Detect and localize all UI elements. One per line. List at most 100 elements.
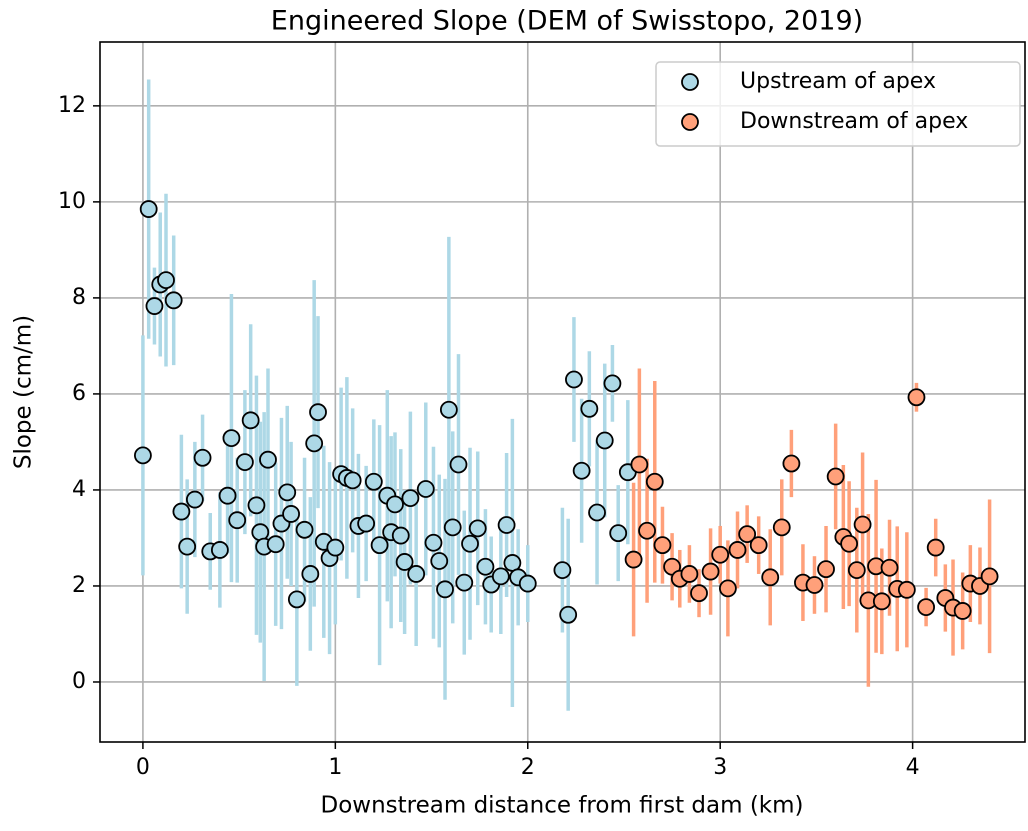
point — [603, 374, 622, 393]
point — [395, 553, 414, 571]
point — [416, 480, 435, 498]
point — [357, 514, 376, 533]
point — [595, 431, 614, 450]
point — [193, 448, 212, 467]
point — [247, 496, 266, 515]
point — [580, 399, 599, 418]
point — [178, 537, 197, 556]
x-tick-label: 3 — [713, 755, 727, 780]
point — [553, 561, 572, 580]
x-tick-label: 0 — [136, 755, 150, 780]
point — [287, 590, 306, 609]
point — [772, 518, 791, 537]
point — [953, 602, 972, 620]
point — [251, 523, 270, 542]
point — [468, 519, 487, 538]
x-axis-label: Downstream distance from first dam (km) — [320, 793, 803, 819]
point — [588, 503, 606, 522]
y-tick-label: 4 — [72, 477, 86, 502]
legend-box — [655, 61, 1021, 147]
y-tick-label: 12 — [58, 93, 86, 118]
point — [364, 472, 383, 491]
legend-label: Upstream of apex — [740, 69, 936, 94]
point — [853, 515, 872, 534]
point — [326, 538, 345, 557]
point — [518, 574, 537, 593]
point — [497, 516, 516, 534]
legend-marker — [681, 113, 699, 131]
point — [701, 562, 720, 581]
point — [680, 565, 699, 583]
point — [436, 580, 454, 599]
legend-label: Downstream of apex — [740, 109, 968, 134]
x-tick-label: 1 — [328, 755, 342, 780]
point — [805, 576, 824, 594]
point — [638, 521, 656, 540]
y-tick-label: 2 — [72, 573, 86, 598]
point — [443, 518, 462, 537]
point — [653, 536, 672, 555]
point — [309, 403, 327, 422]
legend: Upstream of apex Downstream of apex — [655, 61, 1021, 147]
point — [690, 584, 708, 603]
point — [282, 505, 300, 523]
point — [407, 565, 426, 583]
y-tick-label: 8 — [72, 285, 86, 310]
point — [491, 567, 510, 586]
point — [278, 483, 297, 502]
point — [210, 541, 229, 559]
point — [439, 400, 458, 419]
point — [728, 541, 747, 559]
point — [840, 534, 859, 553]
point — [880, 558, 899, 577]
point — [301, 565, 320, 583]
point — [817, 560, 835, 579]
point — [761, 568, 780, 587]
point — [718, 579, 737, 598]
point — [559, 605, 578, 624]
point — [370, 536, 389, 555]
point — [455, 573, 474, 592]
point — [430, 552, 449, 570]
point — [572, 461, 591, 480]
point — [235, 453, 254, 471]
point — [343, 471, 362, 490]
point — [164, 291, 183, 310]
point — [624, 550, 643, 569]
point — [157, 271, 175, 290]
point — [645, 472, 664, 491]
point — [401, 489, 420, 508]
point — [222, 429, 241, 447]
point — [872, 592, 891, 611]
point — [424, 533, 443, 552]
point — [139, 200, 158, 218]
y-tick-label: 6 — [72, 381, 86, 406]
point — [847, 561, 866, 580]
point — [917, 598, 935, 616]
point — [185, 490, 204, 509]
point — [826, 467, 845, 486]
point — [738, 525, 757, 544]
y-tick-label: 0 — [72, 669, 86, 694]
point — [565, 370, 583, 389]
point — [305, 434, 324, 453]
x-tick-label: 4 — [906, 755, 920, 780]
point — [926, 538, 945, 557]
point — [476, 557, 495, 576]
point — [782, 454, 801, 473]
point — [228, 511, 247, 530]
y-axis-label: Slope (cm/m) — [11, 315, 37, 469]
x-tick-label: 2 — [521, 755, 535, 780]
point — [134, 446, 152, 465]
point — [386, 495, 404, 514]
point — [266, 535, 285, 554]
point — [980, 567, 999, 586]
point — [749, 536, 768, 555]
point — [145, 297, 164, 315]
plot-frame — [99, 41, 1026, 743]
y-tick-label: 10 — [58, 189, 86, 214]
point — [461, 534, 479, 553]
point — [218, 486, 237, 505]
